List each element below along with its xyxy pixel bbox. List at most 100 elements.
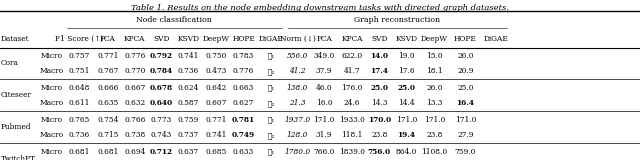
Text: Graph reconstruction: Graph reconstruction [355,16,440,24]
Text: Dataset: Dataset [1,35,29,43]
Text: 13.3: 13.3 [426,99,443,107]
Text: 0.587: 0.587 [178,99,199,107]
Text: 864.0: 864.0 [396,148,417,156]
Text: Node classification: Node classification [136,16,212,24]
Text: 171.0: 171.0 [314,116,335,124]
Text: 138.0: 138.0 [287,84,308,92]
Text: TwitchPT: TwitchPT [1,155,36,160]
Text: KSVD: KSVD [177,35,200,43]
Text: 0.635: 0.635 [97,99,118,107]
Text: 14.4: 14.4 [398,99,415,107]
Text: 759.0: 759.0 [454,148,476,156]
Text: 0.741: 0.741 [178,52,199,60]
Text: 0.773: 0.773 [151,116,172,124]
Text: Cora: Cora [1,59,19,67]
Text: 0.642: 0.642 [205,84,227,92]
Text: 1839.0: 1839.0 [339,148,365,156]
Text: Table 1. Results on the node embedding downstream tasks with directed graph data: Table 1. Results on the node embedding d… [131,4,509,12]
Text: 14.0: 14.0 [370,52,388,60]
Text: 1108.0: 1108.0 [422,148,447,156]
Text: 0.770: 0.770 [124,67,145,75]
Text: 0.766: 0.766 [124,116,145,124]
Text: 0.666: 0.666 [97,84,118,92]
Text: 0.607: 0.607 [205,99,227,107]
Text: 0.736: 0.736 [68,131,90,139]
Text: 0.784: 0.784 [150,67,173,75]
Text: DiGAE: DiGAE [259,35,284,43]
Text: KPCA: KPCA [124,35,145,43]
Text: Micro: Micro [41,84,63,92]
Text: 756.0: 756.0 [367,148,391,156]
Text: 0.771: 0.771 [205,116,227,124]
Text: 21.3: 21.3 [289,99,306,107]
Text: 622.0: 622.0 [341,52,363,60]
Text: 0.767: 0.767 [97,67,118,75]
Text: 23.8: 23.8 [426,131,443,139]
Text: 0.715: 0.715 [97,131,118,139]
Text: KPCA: KPCA [341,35,363,43]
Text: 0.678: 0.678 [150,84,173,92]
Text: 0.611: 0.611 [68,99,90,107]
Text: 0.632: 0.632 [124,99,145,107]
Text: Micro: Micro [41,148,63,156]
Text: Norm (↓): Norm (↓) [280,35,316,43]
Text: 0.633: 0.633 [233,148,254,156]
Text: 0.757: 0.757 [68,52,90,60]
Text: 0.751: 0.751 [68,67,90,75]
Text: 0.736: 0.736 [178,67,199,75]
Text: PCA: PCA [100,35,116,43]
Text: 118.1: 118.1 [341,131,363,139]
Text: 0.473: 0.473 [205,67,227,75]
Text: ℓ₁: ℓ₁ [268,116,275,124]
Text: 0.648: 0.648 [68,84,90,92]
Text: 0.749: 0.749 [232,131,255,139]
Text: 0.738: 0.738 [124,131,145,139]
Text: 0.781: 0.781 [232,116,255,124]
Text: 170.0: 170.0 [367,116,391,124]
Text: 0.640: 0.640 [150,99,173,107]
Text: 0.792: 0.792 [150,52,173,60]
Text: 171.0: 171.0 [396,116,417,124]
Text: Micro: Micro [41,116,63,124]
Text: 23.8: 23.8 [371,131,387,139]
Text: 37.9: 37.9 [316,67,332,75]
Text: 19.4: 19.4 [397,131,415,139]
Text: Macro: Macro [40,67,64,75]
Text: ℓ₂: ℓ₂ [268,131,275,139]
Text: 176.0: 176.0 [341,84,363,92]
Text: ℓ₁: ℓ₁ [268,52,275,60]
Text: 16.0: 16.0 [316,99,332,107]
Text: ℓ₁: ℓ₁ [268,148,275,156]
Text: HOPE: HOPE [454,35,477,43]
Text: 349.0: 349.0 [314,52,335,60]
Text: 0.776: 0.776 [233,67,254,75]
Text: 1933.0: 1933.0 [339,116,365,124]
Text: PCA: PCA [316,35,332,43]
Text: 0.637: 0.637 [178,148,199,156]
Text: SVD: SVD [154,35,170,43]
Text: 46.0: 46.0 [316,84,332,92]
Text: 0.624: 0.624 [178,84,199,92]
Text: 0.712: 0.712 [150,148,173,156]
Text: 26.0: 26.0 [457,52,474,60]
Text: 25.0: 25.0 [370,84,388,92]
Text: 0.667: 0.667 [124,84,145,92]
Text: 1937.0: 1937.0 [285,116,310,124]
Text: 16.4: 16.4 [456,99,474,107]
Text: Macro: Macro [40,99,64,107]
Text: DeepW: DeepW [421,35,448,43]
Text: 26.0: 26.0 [426,84,443,92]
Text: 41.2: 41.2 [289,67,306,75]
Text: 19.0: 19.0 [398,52,415,60]
Text: 171.0: 171.0 [424,116,445,124]
Text: 0.759: 0.759 [178,116,199,124]
Text: 0.681: 0.681 [68,148,90,156]
Text: 17.4: 17.4 [370,67,388,75]
Text: 556.0: 556.0 [287,52,308,60]
Text: 25.0: 25.0 [457,84,474,92]
Text: 171.0: 171.0 [454,116,476,124]
Text: Macro: Macro [40,131,64,139]
Text: 0.627: 0.627 [233,99,254,107]
Text: 0.771: 0.771 [97,52,118,60]
Text: 0.737: 0.737 [178,131,199,139]
